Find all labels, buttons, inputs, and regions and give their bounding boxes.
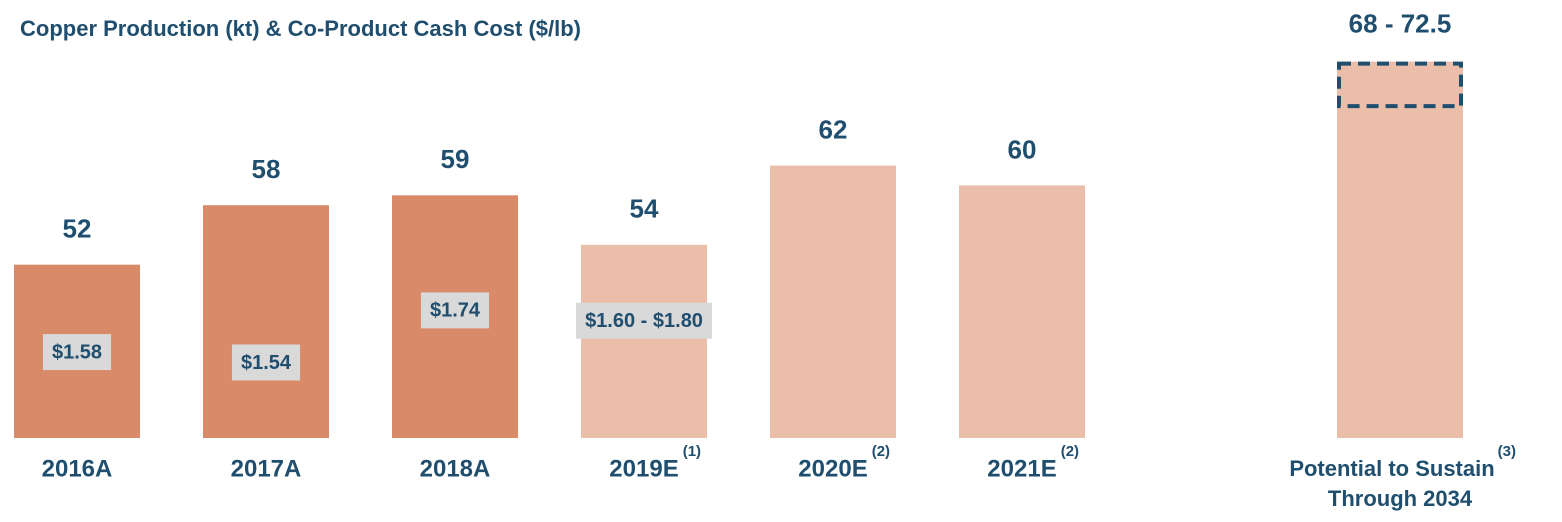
footnote: (3) bbox=[1498, 443, 1516, 460]
x-tick-label: Potential to Sustain bbox=[1289, 456, 1494, 481]
cost-label: $1.60 - $1.80 bbox=[585, 310, 703, 332]
bar bbox=[770, 165, 896, 438]
potential-range bbox=[1337, 61, 1463, 109]
cost-label-box bbox=[231, 344, 301, 381]
footnote: (1) bbox=[683, 443, 701, 460]
footnote: (2) bbox=[1061, 443, 1079, 460]
cost-label: $1.74 bbox=[430, 300, 481, 322]
footnote: (2) bbox=[872, 443, 890, 460]
cost-label: $1.58 bbox=[52, 341, 102, 363]
x-tick-label: 2020E bbox=[798, 455, 867, 482]
x-tick-label: 2016A bbox=[42, 455, 113, 482]
chart-title: Copper Production (kt) & Co-Product Cash… bbox=[20, 16, 581, 41]
potential-bar bbox=[1337, 61, 1463, 438]
value-label: 62 bbox=[819, 114, 848, 144]
x-tick-label: 2021E bbox=[987, 455, 1056, 482]
cost-label-box bbox=[42, 334, 112, 371]
value-label: 59 bbox=[441, 144, 470, 174]
value-label: 52 bbox=[63, 214, 92, 244]
x-tick-label: 2017A bbox=[231, 455, 302, 482]
x-tick-label: Through 2034 bbox=[1328, 486, 1473, 511]
potential-range-label: 68 - 72.5 bbox=[1349, 8, 1452, 38]
bar bbox=[959, 185, 1085, 438]
value-label: 58 bbox=[252, 154, 281, 184]
cost-label: $1.54 bbox=[241, 352, 292, 374]
value-label: 60 bbox=[1008, 134, 1037, 164]
x-tick-label: 2018A bbox=[420, 455, 491, 482]
bar bbox=[581, 244, 707, 438]
cost-label-box bbox=[576, 302, 712, 339]
value-label: 54 bbox=[630, 194, 659, 224]
cost-label-box bbox=[420, 292, 490, 329]
x-tick-label: 2019E bbox=[609, 455, 678, 482]
bar bbox=[203, 205, 329, 438]
